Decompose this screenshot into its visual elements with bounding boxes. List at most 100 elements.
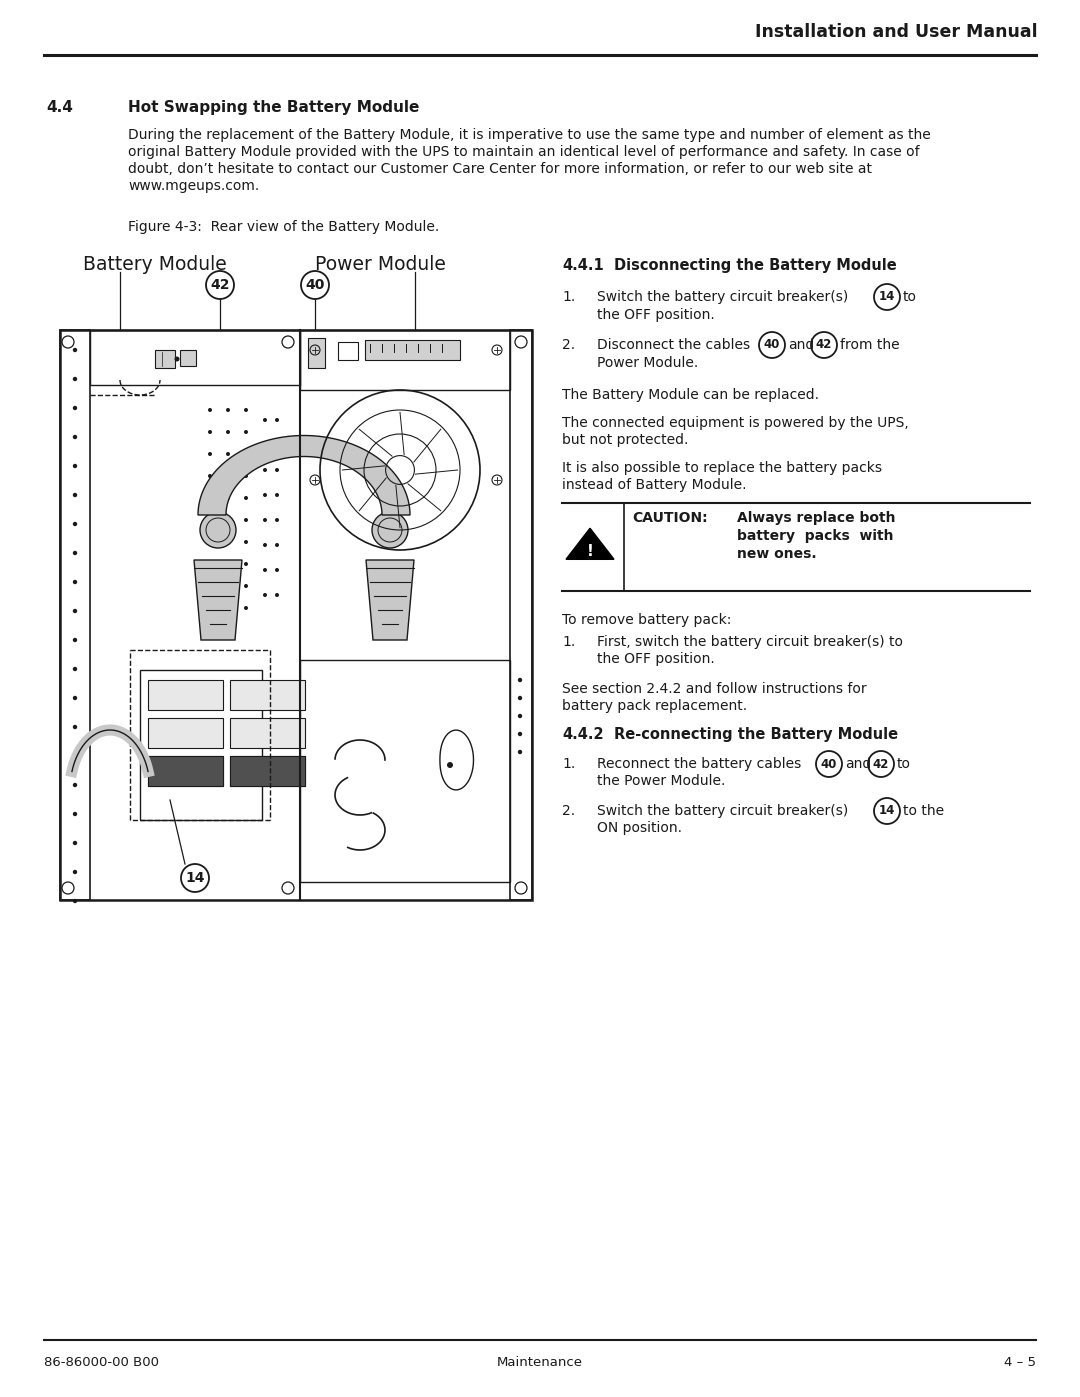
Text: 4 – 5: 4 – 5: [1004, 1355, 1036, 1369]
Circle shape: [208, 562, 212, 566]
Circle shape: [372, 511, 408, 548]
Circle shape: [275, 592, 279, 597]
Circle shape: [72, 405, 77, 411]
Circle shape: [72, 782, 77, 787]
Circle shape: [244, 562, 248, 566]
Circle shape: [208, 518, 212, 522]
Text: The connected equipment is powered by the UPS,: The connected equipment is powered by th…: [562, 416, 908, 430]
Text: Disconnect the cables: Disconnect the cables: [597, 338, 751, 352]
Text: from the: from the: [840, 338, 900, 352]
Polygon shape: [198, 436, 410, 515]
Circle shape: [72, 464, 77, 468]
Text: Disconnecting the Battery Module: Disconnecting the Battery Module: [615, 258, 896, 272]
Text: the OFF position.: the OFF position.: [597, 307, 715, 321]
Circle shape: [175, 356, 179, 362]
Circle shape: [72, 348, 77, 352]
Text: 14: 14: [186, 870, 205, 886]
Polygon shape: [230, 756, 305, 787]
Text: 2.: 2.: [562, 338, 576, 352]
Circle shape: [264, 518, 267, 522]
Text: Re-connecting the Battery Module: Re-connecting the Battery Module: [615, 726, 899, 742]
Circle shape: [72, 580, 77, 584]
Circle shape: [264, 468, 267, 472]
Text: It is also possible to replace the battery packs: It is also possible to replace the batte…: [562, 461, 882, 475]
Circle shape: [244, 541, 248, 543]
Text: Hot Swapping the Battery Module: Hot Swapping the Battery Module: [129, 101, 419, 115]
Circle shape: [72, 434, 77, 439]
Text: battery pack replacement.: battery pack replacement.: [562, 698, 747, 712]
Text: to: to: [897, 757, 912, 771]
Text: To remove battery pack:: To remove battery pack:: [562, 613, 731, 627]
Text: Battery Module: Battery Module: [83, 256, 227, 274]
Polygon shape: [230, 718, 305, 747]
Circle shape: [517, 696, 523, 700]
Polygon shape: [366, 560, 414, 640]
Polygon shape: [308, 338, 325, 367]
Circle shape: [244, 584, 248, 588]
Text: See section 2.4.2 and follow instructions for: See section 2.4.2 and follow instruction…: [562, 682, 866, 696]
Text: 14: 14: [879, 291, 895, 303]
Circle shape: [275, 418, 279, 422]
Polygon shape: [230, 756, 305, 787]
Circle shape: [226, 496, 230, 500]
Polygon shape: [148, 680, 222, 710]
Text: During the replacement of the Battery Module, it is imperative to use the same t: During the replacement of the Battery Mo…: [129, 129, 931, 142]
Text: Installation and User Manual: Installation and User Manual: [755, 22, 1038, 41]
Text: www.mgeups.com.: www.mgeups.com.: [129, 179, 259, 193]
Circle shape: [72, 812, 77, 816]
Circle shape: [244, 496, 248, 500]
Circle shape: [244, 408, 248, 412]
Text: !: !: [586, 545, 593, 560]
Text: Reconnect the battery cables: Reconnect the battery cables: [597, 757, 801, 771]
Text: and: and: [845, 757, 872, 771]
Circle shape: [72, 898, 77, 904]
Text: Switch the battery circuit breaker(s): Switch the battery circuit breaker(s): [597, 805, 848, 819]
Circle shape: [72, 609, 77, 613]
Text: CAUTION:: CAUTION:: [632, 511, 707, 525]
Circle shape: [208, 474, 212, 478]
Polygon shape: [156, 351, 175, 367]
Text: 86-86000-00 B00: 86-86000-00 B00: [44, 1355, 159, 1369]
Circle shape: [275, 493, 279, 497]
Circle shape: [72, 841, 77, 845]
Circle shape: [226, 430, 230, 434]
Circle shape: [264, 569, 267, 571]
Circle shape: [208, 541, 212, 543]
Circle shape: [226, 562, 230, 566]
Circle shape: [275, 543, 279, 548]
Circle shape: [226, 541, 230, 543]
Text: 40: 40: [821, 757, 837, 771]
Text: First, switch the battery circuit breaker(s) to: First, switch the battery circuit breake…: [597, 636, 903, 650]
Text: the OFF position.: the OFF position.: [597, 652, 715, 666]
Text: 14: 14: [879, 805, 895, 817]
Text: Figure 4-3:  Rear view of the Battery Module.: Figure 4-3: Rear view of the Battery Mod…: [129, 219, 440, 235]
Circle shape: [72, 666, 77, 671]
Circle shape: [72, 754, 77, 759]
Text: battery  packs  with: battery packs with: [737, 529, 893, 543]
Circle shape: [208, 408, 212, 412]
Text: Power Module: Power Module: [314, 256, 445, 274]
Circle shape: [226, 453, 230, 455]
Text: 40: 40: [306, 278, 325, 292]
Circle shape: [208, 584, 212, 588]
Polygon shape: [194, 560, 242, 640]
Polygon shape: [180, 351, 195, 366]
Circle shape: [226, 584, 230, 588]
Text: but not protected.: but not protected.: [562, 433, 688, 447]
Text: Switch the battery circuit breaker(s): Switch the battery circuit breaker(s): [597, 291, 848, 305]
Circle shape: [244, 474, 248, 478]
Circle shape: [244, 606, 248, 610]
Circle shape: [275, 468, 279, 472]
Circle shape: [517, 714, 523, 718]
Circle shape: [517, 732, 523, 736]
Text: 42: 42: [873, 757, 889, 771]
Text: original Battery Module provided with the UPS to maintain an identical level of : original Battery Module provided with th…: [129, 145, 920, 159]
Polygon shape: [230, 680, 305, 710]
Circle shape: [517, 678, 523, 682]
Text: 1.: 1.: [562, 291, 576, 305]
Circle shape: [208, 430, 212, 434]
Circle shape: [226, 474, 230, 478]
Circle shape: [264, 493, 267, 497]
Circle shape: [72, 377, 77, 381]
Text: 2.: 2.: [562, 805, 576, 819]
